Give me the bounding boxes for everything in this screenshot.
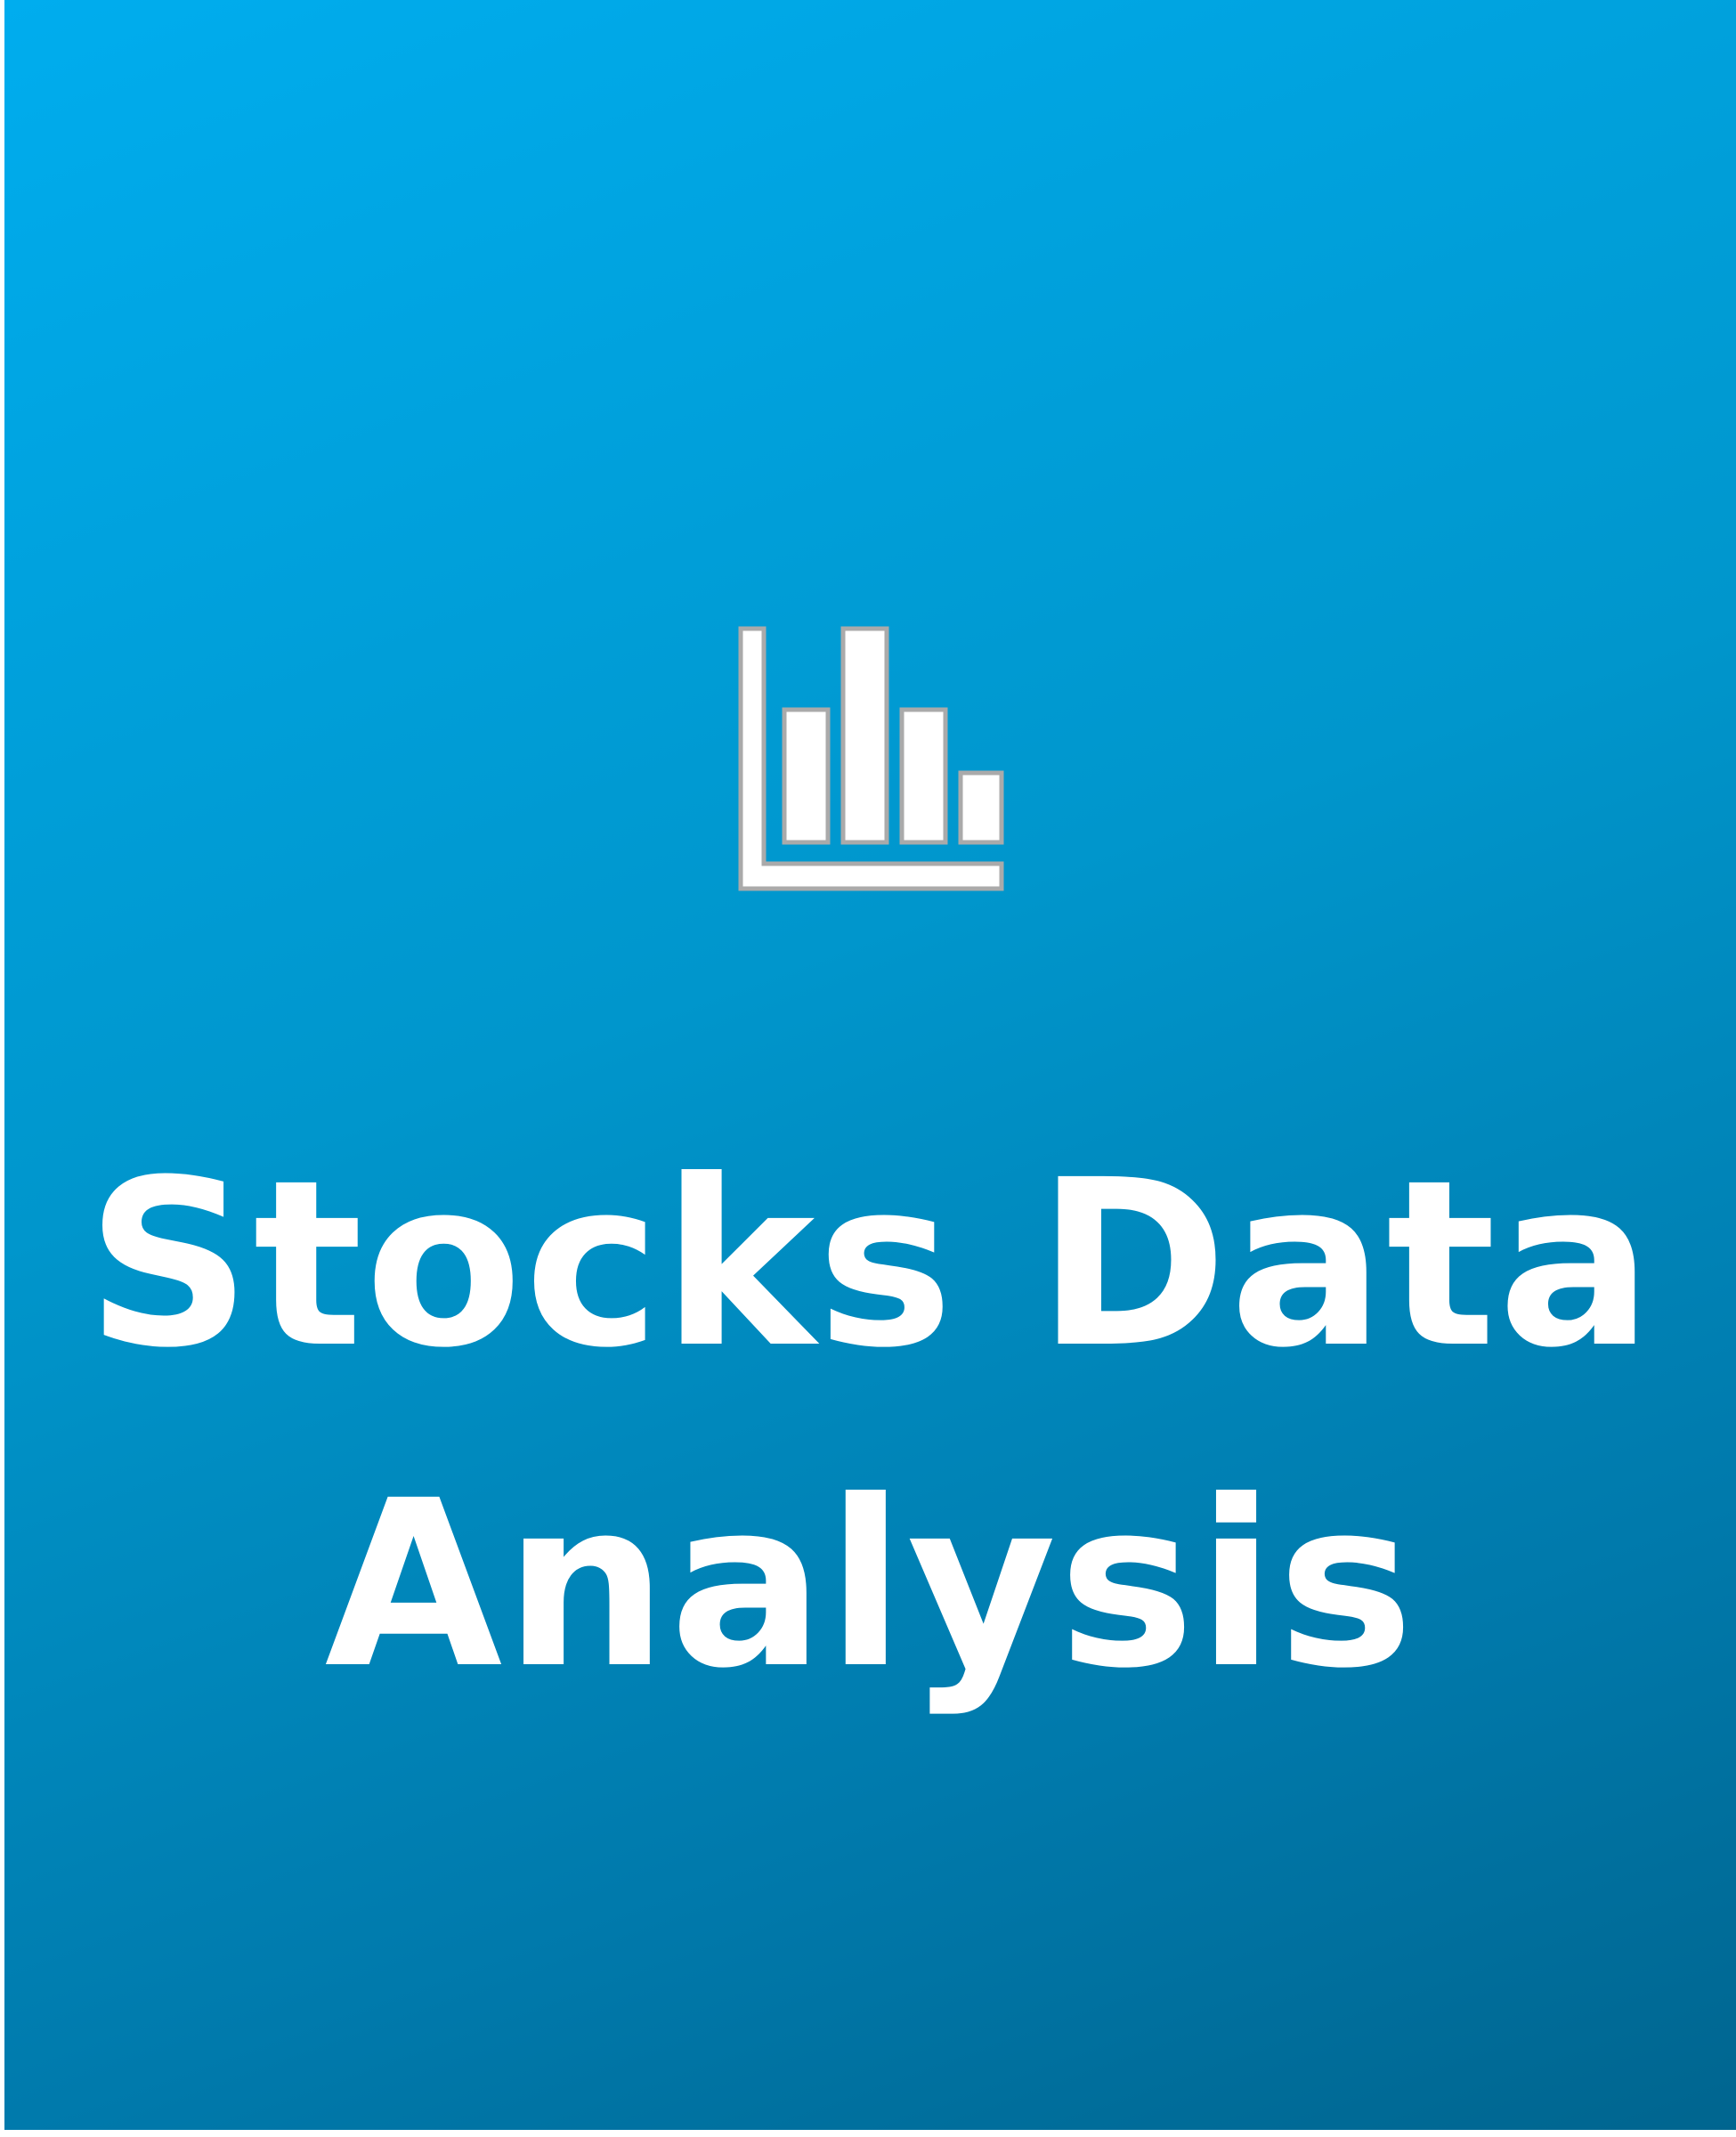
title-line-1: Stocks Data xyxy=(85,1131,1655,1398)
page-title: Stocks Data Analysis xyxy=(4,1104,1736,1745)
cover-card: Stocks Data Analysis xyxy=(4,0,1736,2130)
title-line-2: Analysis xyxy=(324,1451,1416,1719)
bar-chart-icon xyxy=(738,626,1004,891)
